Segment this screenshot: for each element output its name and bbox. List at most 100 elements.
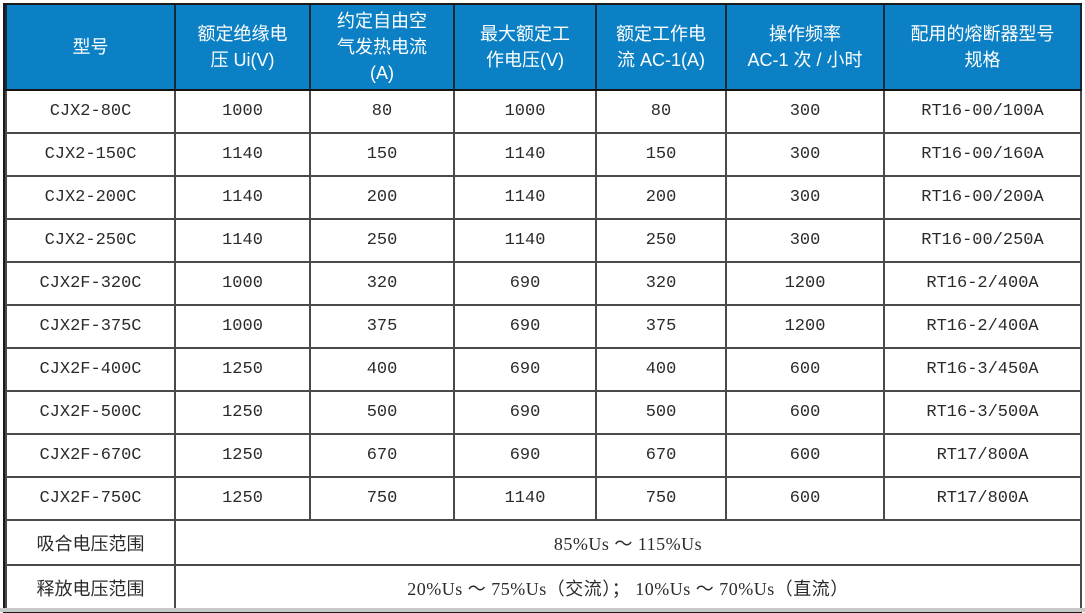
value-cell: 690	[453, 304, 597, 349]
value-cell: RT16-00/160A	[883, 132, 1082, 177]
release-voltage-value: 20%Us ～ 75%Us（交流）； 10%Us ～ 70%Us（直流）	[174, 564, 1082, 611]
value-cell: 500	[595, 390, 727, 435]
value-cell: 1200	[725, 261, 885, 306]
value-cell: 1140	[453, 218, 597, 263]
model-cell: CJX2F-670C	[5, 433, 176, 478]
page-bottom-divider	[0, 608, 1085, 612]
value-cell: 200	[595, 175, 727, 220]
value-cell: 1250	[174, 347, 311, 392]
value-cell: 300	[725, 89, 885, 134]
value-cell: RT17/800A	[883, 433, 1082, 478]
value-cell: 500	[309, 390, 455, 435]
table-row: CJX2F-500C 1250 500 690 500 600 RT16-3/500A	[5, 390, 1082, 435]
release-voltage-label: 释放电压范围	[5, 564, 176, 611]
value-cell: 690	[453, 433, 597, 478]
table-row: CJX2-150C 1140 150 1140 150 300 RT16-00/160A	[5, 132, 1082, 177]
spec-table-footer: 吸合电压范围 85%Us ～ 115%Us 释放电压范围 20%Us ～ 75%…	[5, 519, 1082, 611]
value-cell: 320	[595, 261, 727, 306]
column-header-rated-current: 额定工作电 流 AC-1(A)	[595, 5, 727, 91]
value-cell: 1140	[174, 132, 311, 177]
table-row: CJX2-250C 1140 250 1140 250 300 RT16-00/250A	[5, 218, 1082, 263]
table-row: CJX2F-750C 1250 750 1140 750 600 RT17/800A	[5, 476, 1082, 521]
value-cell: 1140	[453, 132, 597, 177]
value-cell: 600	[725, 347, 885, 392]
value-cell: 300	[725, 132, 885, 177]
value-cell: 750	[309, 476, 455, 521]
value-cell: 150	[309, 132, 455, 177]
value-cell: 690	[453, 347, 597, 392]
value-cell: 670	[595, 433, 727, 478]
value-cell: 1140	[174, 175, 311, 220]
column-header-op-frequency: 操作频率 AC-1 次 / 小时	[725, 5, 885, 91]
pickup-voltage-row: 吸合电压范围 85%Us ～ 115%Us	[5, 519, 1082, 566]
model-cell: CJX2F-375C	[5, 304, 176, 349]
pickup-voltage-label: 吸合电压范围	[5, 519, 176, 566]
table-row: CJX2F-375C 1000 375 690 375 1200 RT16-2/400A	[5, 304, 1082, 349]
value-cell: 320	[309, 261, 455, 306]
value-cell: 250	[595, 218, 727, 263]
header-row: 型号 额定绝缘电 压 Ui(V) 约定自由空 气发热电流 (A) 最大额定工 作…	[5, 5, 1082, 91]
column-header-fuse-spec: 配用的熔断器型号 规格	[883, 5, 1082, 91]
model-cell: CJX2-80C	[5, 89, 176, 134]
value-cell: 690	[453, 390, 597, 435]
value-cell: 400	[309, 347, 455, 392]
value-cell: RT16-2/400A	[883, 261, 1082, 306]
table-row: CJX2-80C 1000 80 1000 80 300 RT16-00/100A	[5, 89, 1082, 134]
model-cell: CJX2-200C	[5, 175, 176, 220]
value-cell: 1140	[174, 218, 311, 263]
table-row: CJX2-200C 1140 200 1140 200 300 RT16-00/200A	[5, 175, 1082, 220]
pickup-voltage-value: 85%Us ～ 115%Us	[174, 519, 1082, 566]
value-cell: 1140	[453, 476, 597, 521]
spec-table-body: CJX2-80C 1000 80 1000 80 300 RT16-00/100A CJX2-…	[5, 89, 1082, 521]
value-cell: 1000	[174, 261, 311, 306]
value-cell: 1140	[453, 175, 597, 220]
value-cell: 600	[725, 433, 885, 478]
value-cell: 400	[595, 347, 727, 392]
table-row: CJX2F-320C 1000 320 690 320 1200 RT16-2/400A	[5, 261, 1082, 306]
value-cell: 1000	[174, 304, 311, 349]
value-cell: RT17/800A	[883, 476, 1082, 521]
value-cell: 375	[595, 304, 727, 349]
model-cell: CJX2F-320C	[5, 261, 176, 306]
column-header-max-voltage: 最大额定工 作电压(V)	[453, 5, 597, 91]
value-cell: 150	[595, 132, 727, 177]
model-cell: CJX2F-500C	[5, 390, 176, 435]
model-cell: CJX2F-750C	[5, 476, 176, 521]
value-cell: 80	[595, 89, 727, 134]
contactor-spec-table: 型号 额定绝缘电 压 Ui(V) 约定自由空 气发热电流 (A) 最大额定工 作…	[5, 5, 1082, 611]
value-cell: RT16-00/100A	[883, 89, 1082, 134]
value-cell: 690	[453, 261, 597, 306]
value-cell: 670	[309, 433, 455, 478]
column-header-insulation-voltage: 额定绝缘电 压 Ui(V)	[174, 5, 311, 91]
value-cell: 300	[725, 218, 885, 263]
value-cell: 300	[725, 175, 885, 220]
value-cell: RT16-00/200A	[883, 175, 1082, 220]
release-voltage-row: 释放电压范围 20%Us ～ 75%Us（交流）； 10%Us ～ 70%Us（…	[5, 564, 1082, 611]
column-header-model: 型号	[5, 5, 176, 91]
value-cell: RT16-00/250A	[883, 218, 1082, 263]
value-cell: RT16-2/400A	[883, 304, 1082, 349]
value-cell: 1000	[453, 89, 597, 134]
value-cell: 1250	[174, 476, 311, 521]
value-cell: RT16-3/450A	[883, 347, 1082, 392]
value-cell: RT16-3/500A	[883, 390, 1082, 435]
model-cell: CJX2-150C	[5, 132, 176, 177]
value-cell: 1250	[174, 433, 311, 478]
value-cell: 1250	[174, 390, 311, 435]
value-cell: 250	[309, 218, 455, 263]
table-row: CJX2F-400C 1250 400 690 400 600 RT16-3/450A	[5, 347, 1082, 392]
model-cell: CJX2F-400C	[5, 347, 176, 392]
value-cell: 375	[309, 304, 455, 349]
value-cell: 1200	[725, 304, 885, 349]
model-cell: CJX2-250C	[5, 218, 176, 263]
table-row: CJX2F-670C 1250 670 690 670 600 RT17/800A	[5, 433, 1082, 478]
column-header-thermal-current: 约定自由空 气发热电流 (A)	[309, 5, 455, 91]
value-cell: 750	[595, 476, 727, 521]
spec-table-frame: 型号 额定绝缘电 压 Ui(V) 约定自由空 气发热电流 (A) 最大额定工 作…	[3, 3, 1082, 613]
value-cell: 80	[309, 89, 455, 134]
value-cell: 200	[309, 175, 455, 220]
value-cell: 1000	[174, 89, 311, 134]
value-cell: 600	[725, 390, 885, 435]
value-cell: 600	[725, 476, 885, 521]
